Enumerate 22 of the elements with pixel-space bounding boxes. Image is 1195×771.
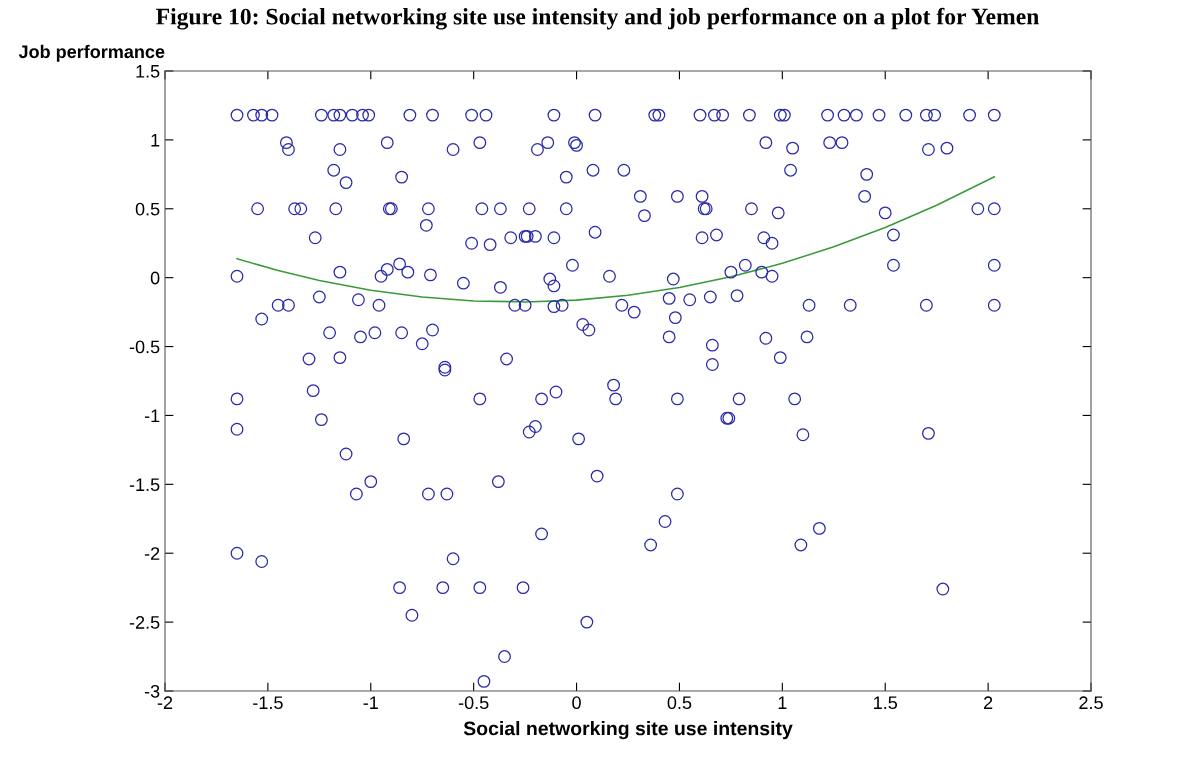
x-tick-label: 1 [778, 696, 787, 709]
x-tick-label: 0.5 [667, 696, 692, 710]
y-tick-label: 0 [150, 271, 160, 285]
y-tick-label: 0.5 [135, 202, 160, 216]
y-axis-title: Job performance [18, 44, 165, 62]
y-tick-label: -2 [144, 547, 160, 560]
y-tick-label: -0.5 [129, 340, 160, 354]
y-tick-label: 1 [151, 134, 160, 147]
y-tick-label: -2.5 [129, 616, 160, 629]
y-tick-label: -1.5 [129, 478, 160, 492]
x-tick-label: 1.5 [874, 696, 898, 710]
x-tick-label: -1.5 [253, 696, 283, 710]
x-axis-title: Social networking site use intensity [463, 721, 793, 740]
x-tick-label: -0.5 [458, 696, 489, 710]
y-tick-label: -3 [144, 684, 160, 698]
y-tick-label: 1.5 [136, 65, 160, 78]
x-tick-label: 2.5 [1079, 696, 1103, 710]
x-tick-label: -1 [363, 696, 378, 709]
chart-title: Figure 10: Social networking site use intensity and job performance on a plot for Yemen [156, 7, 1039, 30]
y-tick-label: -1 [144, 409, 160, 422]
x-tick-label: 0 [572, 696, 581, 710]
x-tick-label: 2 [984, 696, 993, 709]
